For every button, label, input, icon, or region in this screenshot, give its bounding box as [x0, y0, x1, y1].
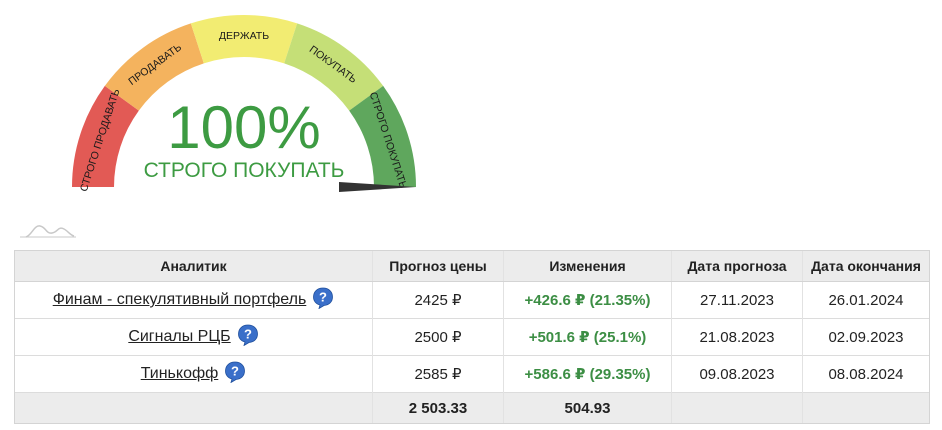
target-price: 2425 ₽: [373, 282, 504, 319]
analyst-forecasts-table: Аналитик Прогноз цены Изменения Дата про…: [14, 250, 930, 424]
forecast-date: 09.08.2023: [672, 356, 803, 393]
help-icon[interactable]: ?: [224, 361, 246, 383]
svg-text:?: ?: [231, 364, 239, 379]
analyst-link[interactable]: Сигналы РЦБ: [128, 328, 230, 345]
svg-text:?: ?: [319, 290, 327, 305]
price-change: +586.6 ₽ (29.35%): [504, 356, 672, 393]
forecast-date: 21.08.2023: [672, 319, 803, 356]
header-forecast-date: Дата прогноза: [672, 251, 803, 282]
price-change: +426.6 ₽ (21.35%): [504, 282, 672, 319]
rating-gauge: СТРОГО ПРОДАВАТЬ ПРОДАВАТЬ ДЕРЖАТЬ ПОКУПАТЬ…: [0, 0, 942, 215]
analyst-cell: Сигналы РЦБ?: [15, 319, 373, 356]
header-end-date: Дата окончания: [803, 251, 930, 282]
analyst-cell: Финам - спекулятивный портфель?: [15, 282, 373, 319]
average-change: 504.93: [504, 393, 672, 424]
sparkline-icon[interactable]: [20, 221, 76, 239]
gauge-percent: 100%: [84, 95, 404, 161]
end-date: 26.01.2024: [803, 282, 930, 319]
analyst-cell: Тинькофф?: [15, 356, 373, 393]
header-analyst: Аналитик: [15, 251, 373, 282]
header-target-price: Прогноз цены: [373, 251, 504, 282]
header-change: Изменения: [504, 251, 672, 282]
help-icon[interactable]: ?: [237, 324, 259, 346]
analyst-link[interactable]: Тинькофф: [141, 365, 219, 382]
analyst-link[interactable]: Финам - спекулятивный портфель: [53, 291, 307, 308]
table-header-row: Аналитик Прогноз цены Изменения Дата про…: [15, 251, 929, 282]
totals-analyst: [15, 393, 373, 424]
svg-text:?: ?: [244, 327, 252, 342]
totals-forecast-date: [672, 393, 803, 424]
end-date: 08.08.2024: [803, 356, 930, 393]
forecast-date: 27.11.2023: [672, 282, 803, 319]
help-icon[interactable]: ?: [312, 287, 334, 309]
gauge-verdict: СТРОГО ПОКУПАТЬ: [84, 159, 404, 183]
price-change: +501.6 ₽ (25.1%): [504, 319, 672, 356]
totals-row: 2 503.33 504.93: [15, 393, 929, 424]
table-row: Тинькофф? 2585 ₽ +586.6 ₽ (29.35%) 09.08…: [15, 356, 929, 393]
table-row: Сигналы РЦБ? 2500 ₽ +501.6 ₽ (25.1%) 21.…: [15, 319, 929, 356]
totals-end-date: [803, 393, 930, 424]
target-price: 2500 ₽: [373, 319, 504, 356]
target-price: 2585 ₽: [373, 356, 504, 393]
average-target-price: 2 503.33: [373, 393, 504, 424]
end-date: 02.09.2023: [803, 319, 930, 356]
table-row: Финам - спекулятивный портфель? 2425 ₽ +…: [15, 282, 929, 319]
gauge-segment-label: ДЕРЖАТЬ: [219, 30, 269, 42]
